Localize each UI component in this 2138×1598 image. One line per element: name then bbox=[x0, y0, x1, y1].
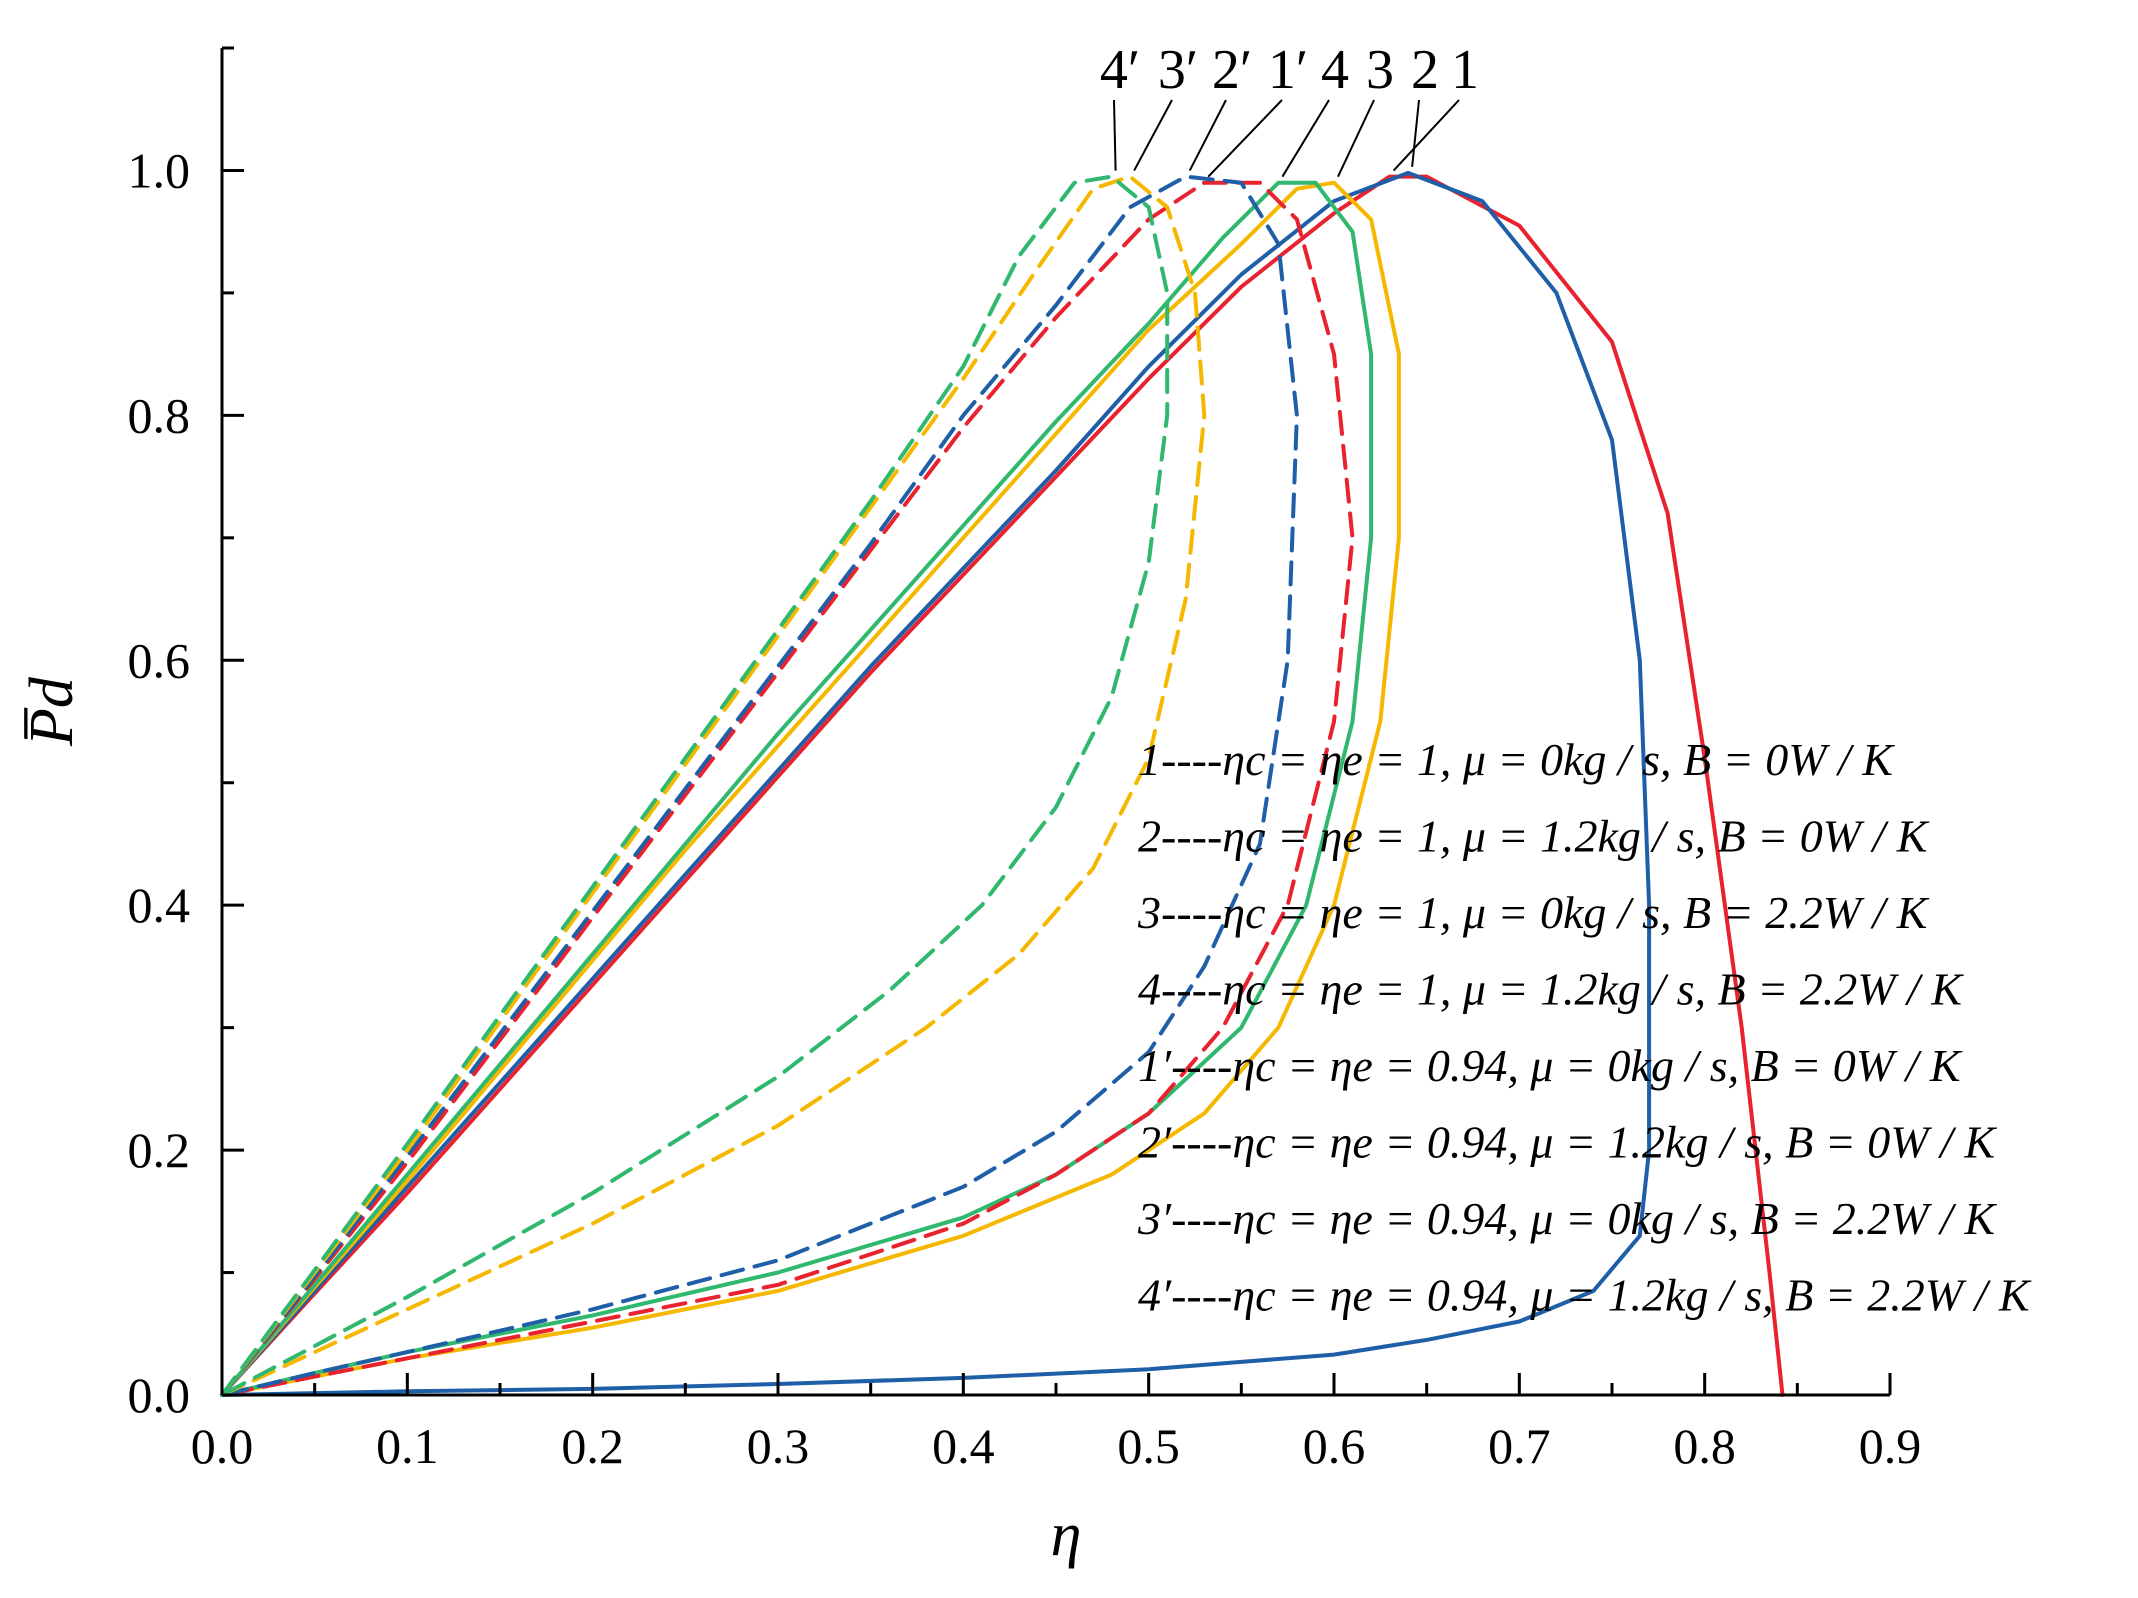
legend-entry-4: 4----ηc = ηe = 1, μ = 1.2kg / s, B = 2.2… bbox=[1138, 964, 1964, 1015]
curve-label: 2′ bbox=[1212, 39, 1252, 101]
y-tick-label: 1.0 bbox=[128, 142, 191, 198]
curve-group bbox=[220, 170, 1785, 1397]
legend-entry-2: 2----ηc = ηe = 1, μ = 1.2kg / s, B = 0W … bbox=[1138, 811, 1930, 862]
curve-label-leader bbox=[1207, 99, 1283, 178]
curve-label-leader bbox=[1133, 99, 1173, 172]
legend-entry-6: 2′----ηc = ηe = 0.94, μ = 1.2kg / s, B =… bbox=[1138, 1117, 1997, 1168]
curve-label: 4′ bbox=[1100, 39, 1140, 101]
curve-label-leader bbox=[1113, 99, 1117, 171]
curve-label-leader bbox=[1337, 99, 1375, 178]
x-tick-label: 0.5 bbox=[1117, 1418, 1180, 1474]
x-tick-label: 0.8 bbox=[1673, 1418, 1736, 1474]
legend-entry-3: 3----ηc = ηe = 1, μ = 0kg / s, B = 2.2W … bbox=[1137, 887, 1930, 938]
series-line-2 bbox=[220, 170, 1652, 1397]
y-axis-title-group: P̅d bbox=[18, 676, 86, 747]
series-line-3 bbox=[220, 180, 1401, 1397]
y-tick-label: 0.4 bbox=[128, 877, 191, 933]
series-line-6 bbox=[220, 174, 1299, 1397]
y-tick-label: 0.6 bbox=[128, 632, 191, 688]
x-tick-label: 0.1 bbox=[376, 1418, 439, 1474]
series-line-5 bbox=[220, 180, 1355, 1397]
legend-entry-8: 4′----ηc = ηe = 0.94, μ = 1.2kg / s, B =… bbox=[1138, 1270, 2032, 1321]
legend-entry-7: 3′----ηc = ηe = 0.94, μ = 0kg / s, B = 2… bbox=[1137, 1193, 1997, 1244]
curve-label: 1′ bbox=[1268, 39, 1308, 101]
series-line-4 bbox=[220, 180, 1374, 1397]
legend: 1----ηc = ηe = 1, μ = 0kg / s, B = 0W / … bbox=[1137, 734, 2032, 1321]
curve-label-leader bbox=[1392, 99, 1460, 172]
series-line-7 bbox=[220, 174, 1207, 1397]
legend-entry-5: 1′----ηc = ηe = 0.94, μ = 0kg / s, B = 0… bbox=[1138, 1040, 1963, 1091]
y-tick-label: 0.8 bbox=[128, 387, 191, 443]
curve-label-leader bbox=[1411, 99, 1420, 168]
curve-label: 2 bbox=[1411, 39, 1439, 101]
curve-label-leader bbox=[1188, 99, 1227, 172]
x-tick-label: 0.9 bbox=[1859, 1418, 1922, 1474]
y-axis-title: P̅d bbox=[18, 676, 86, 747]
curve-label-leader bbox=[1281, 99, 1330, 178]
series-line-8 bbox=[220, 174, 1170, 1397]
x-tick-label: 0.2 bbox=[561, 1418, 624, 1474]
curve-label: 1 bbox=[1451, 39, 1479, 101]
x-tick-label: 0.6 bbox=[1303, 1418, 1366, 1474]
y-tick-label: 0.2 bbox=[128, 1122, 191, 1178]
x-tick-label: 0.0 bbox=[191, 1418, 254, 1474]
x-axis-title: η bbox=[1051, 1501, 1082, 1569]
curve-label-group: 4′ 3′ 2′ 1′ 4 3 2 1 bbox=[1100, 39, 1479, 178]
legend-entry-1: 1----ηc = ηe = 1, μ = 0kg / s, B = 0W / … bbox=[1138, 734, 1895, 785]
series-line-1 bbox=[220, 174, 1785, 1397]
tick-group: 0.0 0.1 0.2 0.3 0.4 0.5 0.6 0.7 0.8 0.9 0.0 0.2 0.4 0… bbox=[18, 46, 1922, 1569]
curve-label: 3 bbox=[1366, 39, 1394, 101]
x-tick-label: 0.3 bbox=[747, 1418, 810, 1474]
x-tick-label: 0.7 bbox=[1488, 1418, 1551, 1474]
y-tick-label: 0.0 bbox=[128, 1367, 191, 1423]
curve-label: 4 bbox=[1321, 39, 1349, 101]
x-tick-label: 0.4 bbox=[932, 1418, 995, 1474]
curve-label: 3′ bbox=[1158, 39, 1198, 101]
